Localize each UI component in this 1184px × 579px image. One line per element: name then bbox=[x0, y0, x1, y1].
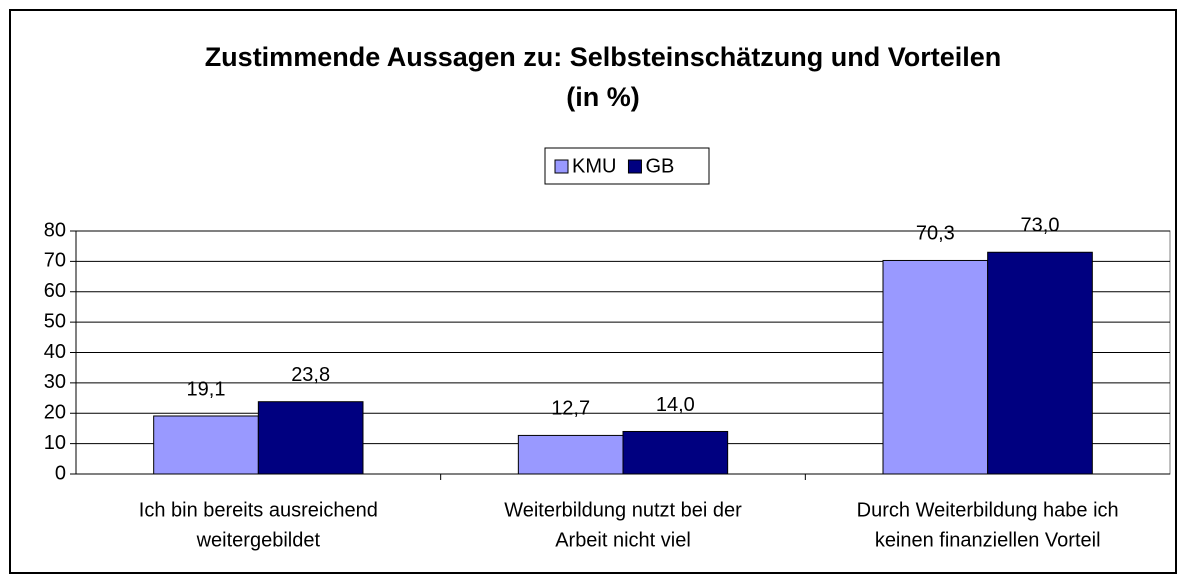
bar bbox=[882, 259, 989, 475]
legend-label: KMU bbox=[572, 155, 616, 177]
bar bbox=[517, 434, 624, 475]
data-label: 73,0 bbox=[1021, 215, 1060, 237]
data-label: 70,3 bbox=[916, 223, 955, 245]
x-tick-label: Durch Weiterbildung habe ich bbox=[857, 499, 1119, 521]
data-label: 14,0 bbox=[656, 394, 695, 416]
bar bbox=[153, 415, 259, 475]
y-tick-label: 40 bbox=[44, 341, 66, 363]
legend-label: GB bbox=[645, 155, 674, 177]
data-label: 12,7 bbox=[551, 398, 590, 420]
y-tick-label: 70 bbox=[44, 250, 66, 272]
chart-title: (in %) bbox=[566, 82, 640, 112]
bar bbox=[257, 401, 364, 475]
y-tick-label: 0 bbox=[55, 462, 66, 484]
y-tick-label: 30 bbox=[44, 371, 66, 393]
x-tick-label: Weiterbildung nutzt bei der bbox=[504, 499, 742, 521]
data-label: 23,8 bbox=[291, 364, 330, 386]
x-tick-label: keinen finanziellen Vorteil bbox=[875, 529, 1101, 551]
legend-swatch bbox=[554, 159, 569, 174]
bar bbox=[987, 251, 1093, 475]
chart-title: Zustimmende Aussagen zu: Selbsteinschätz… bbox=[205, 42, 1002, 72]
legend-swatch bbox=[627, 159, 642, 174]
y-tick-label: 60 bbox=[44, 280, 66, 302]
y-tick-label: 80 bbox=[44, 219, 66, 241]
legend-box bbox=[544, 147, 710, 185]
x-tick-label: Ich bin bereits ausreichend bbox=[139, 499, 378, 521]
y-tick-label: 50 bbox=[44, 310, 66, 332]
x-tick-label: Arbeit nicht viel bbox=[555, 529, 691, 551]
x-tick-label: weitergebildet bbox=[196, 529, 321, 551]
data-label: 19,1 bbox=[187, 378, 226, 400]
y-tick-label: 20 bbox=[44, 402, 66, 424]
y-tick-label: 10 bbox=[44, 432, 66, 454]
bar bbox=[622, 430, 729, 475]
